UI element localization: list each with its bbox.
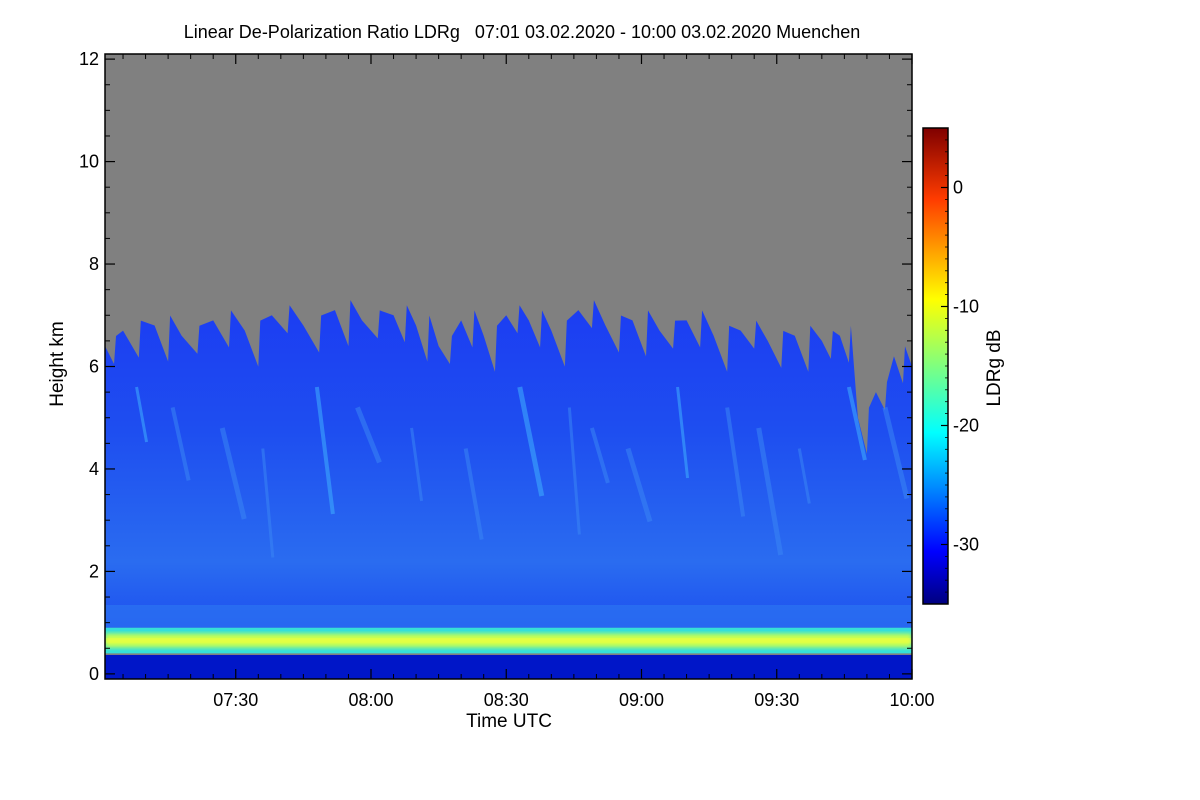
fall-streak [219, 427, 247, 520]
surface-band [105, 655, 912, 679]
y-tick-label: 4 [89, 459, 99, 479]
x-tick-label: 08:00 [348, 690, 393, 710]
fall-streak [625, 447, 653, 523]
x-tick-label: 09:30 [754, 690, 799, 710]
y-tick-label: 12 [79, 49, 99, 69]
fall-streak [463, 448, 484, 540]
fall-streak [567, 407, 581, 535]
fall-streak [170, 407, 191, 481]
x-tick-label: 10:00 [889, 690, 934, 710]
fall-streak [355, 406, 382, 464]
fall-streak [756, 427, 784, 556]
fall-streak [410, 427, 424, 502]
y-axis: 0 2 4 6 8 10 12 [79, 49, 912, 684]
colorbar-tick-label: -20 [953, 416, 979, 436]
x-tick-label: 09:00 [619, 690, 664, 710]
x-axis-title: Time UTC [466, 711, 552, 732]
fall-streak [261, 448, 275, 558]
fall-streak [797, 448, 811, 504]
colorbar-tick-label: -30 [953, 535, 979, 555]
fall-streaks [135, 386, 910, 558]
fall-streak [846, 386, 867, 461]
y-tick-label: 2 [89, 561, 99, 581]
fall-streak [314, 386, 335, 515]
colorbar-tick-label: 0 [953, 178, 963, 198]
colorbar-title: LDRg dB [984, 329, 1005, 406]
fall-streak [589, 427, 610, 484]
boundary-layer-peak [105, 638, 912, 643]
y-tick-label: 6 [89, 357, 99, 377]
colorbar-gradient [922, 127, 949, 605]
fall-streak [517, 386, 545, 497]
y-tick-label: 10 [79, 152, 99, 172]
colorbar-ticks: 0 -10 -20 -30 [941, 127, 979, 605]
fall-streak [725, 407, 746, 517]
ice-cloud-layer [105, 300, 912, 628]
x-tick-label: 08:30 [484, 690, 529, 710]
x-axis: 07:30 08:00 08:30 09:00 09:30 10:00 [122, 54, 935, 710]
fall-streak [135, 386, 149, 443]
colorbar: 0 -10 -20 -30 LDRg dB [922, 127, 1005, 605]
y-axis-title: Height km [47, 321, 68, 407]
fall-streak [676, 386, 690, 479]
y-tick-label: 0 [89, 664, 99, 684]
fall-streak [882, 406, 910, 500]
plot-area [105, 54, 912, 679]
x-tick-label: 07:30 [213, 690, 258, 710]
y-tick-label: 8 [89, 254, 99, 274]
colorbar-tick-label: -10 [953, 297, 979, 317]
chart-title: Linear De-Polarization Ratio LDRg 07:01 … [184, 22, 860, 42]
